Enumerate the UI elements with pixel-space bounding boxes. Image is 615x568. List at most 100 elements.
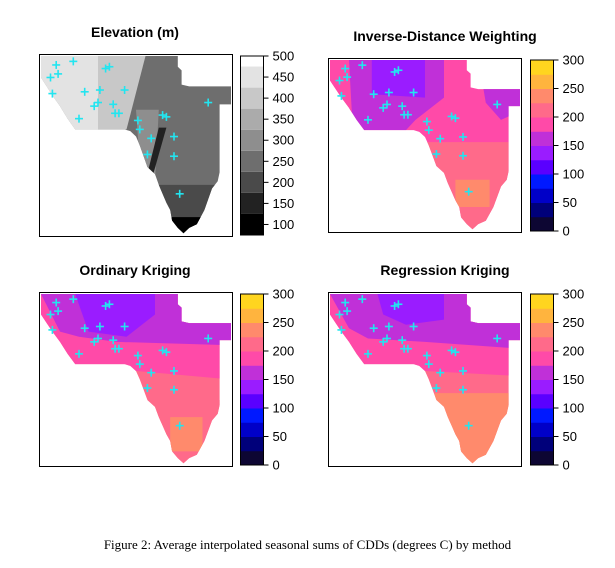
station-marker bbox=[447, 346, 456, 355]
station-marker bbox=[464, 187, 473, 196]
station-marker bbox=[493, 100, 502, 109]
colorbar-tick-label: 200 bbox=[563, 110, 585, 125]
station-marker bbox=[379, 103, 388, 112]
station-marker bbox=[46, 310, 55, 319]
colorbar-bin bbox=[240, 308, 264, 323]
station-marker bbox=[204, 98, 213, 107]
colorbar-tick-label: 50 bbox=[273, 429, 287, 444]
station-marker bbox=[204, 334, 213, 343]
station-marker bbox=[409, 322, 418, 331]
station-marker bbox=[90, 102, 99, 111]
station-marker bbox=[135, 125, 144, 134]
value-zone bbox=[75, 294, 155, 337]
colorbar-tick-label: 300 bbox=[273, 133, 295, 148]
station-marker bbox=[101, 64, 110, 73]
colorbar-bin bbox=[240, 66, 264, 88]
station-marker bbox=[48, 89, 57, 98]
station-marker bbox=[48, 325, 57, 334]
colorbar-tick-label: 0 bbox=[563, 224, 570, 239]
colorbar-bin bbox=[240, 150, 264, 172]
station-marker bbox=[398, 102, 407, 111]
colorbar-bin bbox=[530, 351, 554, 366]
ordinary-kriging-title: Ordinary Kriging bbox=[79, 262, 191, 278]
colorbar-tick-label: 300 bbox=[563, 287, 585, 302]
value-zone bbox=[170, 417, 203, 452]
station-marker bbox=[52, 60, 61, 69]
value-zone bbox=[166, 217, 205, 234]
station-marker bbox=[133, 116, 142, 125]
colorbar-tick-label: 300 bbox=[273, 287, 295, 302]
colorbar-tick-label: 0 bbox=[563, 458, 570, 473]
station-marker bbox=[143, 384, 152, 393]
colorbar-tick-label: 400 bbox=[273, 91, 295, 106]
map-frame bbox=[39, 292, 233, 467]
colorbar-bin bbox=[530, 102, 554, 118]
ordinary-kriging-map bbox=[39, 292, 233, 467]
station-marker bbox=[424, 126, 433, 135]
station-marker bbox=[409, 88, 418, 97]
colorbar-bin bbox=[530, 422, 554, 437]
value-zone bbox=[155, 184, 231, 234]
elevation-map bbox=[39, 54, 233, 237]
station-marker bbox=[384, 322, 393, 331]
colorbar-bin bbox=[530, 74, 554, 89]
station-marker bbox=[364, 349, 372, 358]
colorbar-tick-label: 150 bbox=[273, 196, 295, 211]
colorbar-tick-label: 250 bbox=[563, 81, 585, 96]
colorbar-bin bbox=[530, 145, 554, 161]
station-marker bbox=[432, 384, 441, 393]
station-marker bbox=[432, 150, 441, 159]
colorbar-bin bbox=[530, 365, 554, 380]
station-marker bbox=[358, 295, 367, 304]
colorbar-tick-label: 200 bbox=[273, 175, 295, 190]
colorbar-bin bbox=[240, 365, 264, 380]
colorbar-tick-label: 200 bbox=[563, 344, 585, 359]
station-marker bbox=[54, 69, 63, 78]
station-marker bbox=[364, 115, 372, 124]
colorbar-bin bbox=[530, 88, 554, 104]
station-marker bbox=[436, 368, 445, 377]
colorbar-bin bbox=[530, 216, 554, 232]
colorbar-tick-label: 250 bbox=[563, 315, 585, 330]
colorbar-tick-label: 250 bbox=[273, 154, 295, 169]
station-marker bbox=[422, 351, 431, 360]
station-marker bbox=[46, 73, 55, 82]
idw-map bbox=[328, 58, 522, 233]
station-marker bbox=[335, 310, 344, 319]
idw-title: Inverse-Distance Weighting bbox=[353, 28, 537, 44]
map-frame bbox=[328, 58, 522, 233]
station-marker bbox=[341, 298, 350, 307]
station-marker bbox=[175, 189, 184, 198]
map-raster bbox=[330, 60, 520, 230]
station-marker bbox=[384, 88, 393, 97]
colorbar-bin bbox=[240, 393, 264, 409]
colorbar-bin bbox=[530, 408, 554, 423]
map-raster bbox=[41, 56, 231, 234]
station-marker bbox=[109, 336, 118, 345]
station-marker bbox=[54, 307, 63, 316]
station-marker bbox=[101, 301, 110, 310]
station-marker bbox=[459, 151, 467, 160]
colorbar-bin bbox=[530, 336, 554, 352]
colorbar-bin bbox=[530, 60, 554, 75]
colorbar-bin bbox=[530, 117, 554, 132]
station-marker bbox=[343, 307, 352, 316]
station-marker bbox=[337, 325, 346, 334]
map-frame bbox=[39, 54, 233, 237]
colorbar-tick-label: 150 bbox=[563, 138, 585, 153]
station-marker bbox=[105, 62, 114, 71]
colorbar-tick-label: 0 bbox=[273, 458, 280, 473]
value-zone bbox=[447, 430, 501, 464]
colorbar-bin bbox=[240, 213, 264, 235]
colorbar-tick-label: 50 bbox=[563, 429, 577, 444]
elevation-title: Elevation (m) bbox=[91, 24, 179, 40]
colorbar-tick-label: 100 bbox=[273, 217, 295, 232]
colorbar-bin bbox=[530, 202, 554, 218]
colorbar-bin bbox=[530, 308, 554, 323]
regression-kriging-colorbar: 0 50 100 150 200 250 300 bbox=[530, 287, 585, 473]
station-marker bbox=[459, 366, 467, 375]
station-marker bbox=[398, 336, 407, 345]
station-marker bbox=[147, 368, 156, 377]
station-marker bbox=[135, 360, 144, 369]
station-marker bbox=[158, 346, 167, 355]
